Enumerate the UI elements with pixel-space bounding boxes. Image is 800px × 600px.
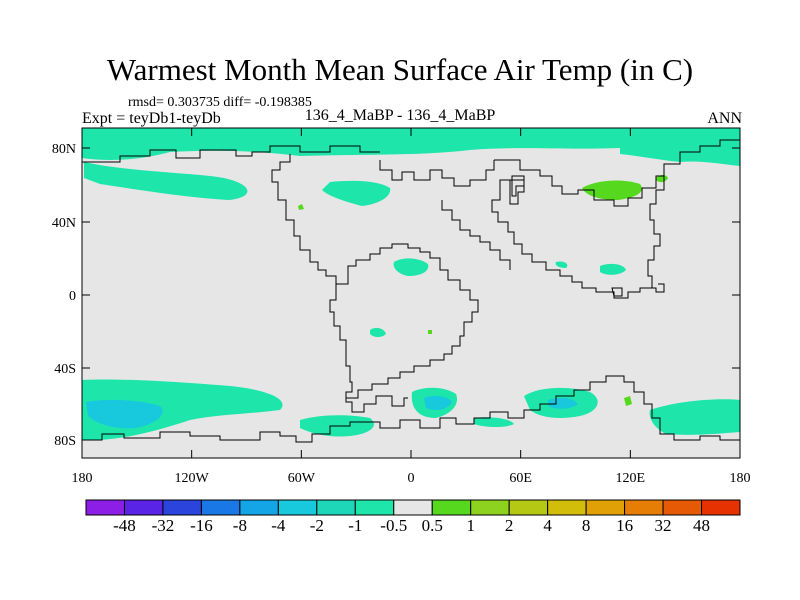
colorbar-label: -2 [310,516,324,535]
colorbar-label: 8 [582,516,591,535]
lat-tick-label: 40N [52,216,76,231]
colorbar-swatch [470,499,510,516]
lon-tick-label: 120E [616,471,646,486]
coast-antarctica [82,375,740,443]
colorbar-swatch [393,499,433,516]
colorbar-swatch [662,499,703,516]
anomaly-green-east [656,175,668,183]
lon-tick-label: 120W [175,471,210,486]
map-tick-labels: 80N 40N 0 40S 80S 180 120W 60W 0 60E 120E 180 [52,142,751,486]
coast-asia-east [647,176,665,288]
colorbar-swatch [431,499,472,516]
colorbar-swatch [585,499,626,516]
lat-tick-label: 80N [52,142,76,157]
colorbar-label: -16 [190,516,213,535]
colorbar-swatch [162,499,202,516]
coast-asia [494,139,740,207]
map-ticks [81,128,741,458]
coast-north-america [271,154,479,399]
colorbar-swatch [354,499,395,516]
colorbar-label: 0.5 [422,516,443,535]
lat-tick-label: 80S [54,434,76,449]
colorbar-label: -1 [348,516,362,535]
colorbar-swatch [508,499,549,516]
coast-mediterranean [511,175,525,197]
coast-south-america [329,284,408,413]
coast-africa-interior [441,200,511,270]
lon-tick-label: 180 [730,471,751,486]
anomaly-patch-siberia [84,162,248,200]
anomaly-green-dot-3 [428,330,432,334]
anomaly-core-southern-w [86,399,163,429]
coastlines [82,139,740,443]
lat-tick-label: 40S [54,362,76,377]
colorbar-swatch [624,499,664,516]
anomaly-core-southern-e [424,395,452,410]
lon-tick-label: 60W [288,471,316,486]
colorbar-swatch [123,499,164,516]
colorbar-label: 2 [505,516,514,535]
colorbar-label: 16 [616,516,633,535]
colorbar-label: -0.5 [380,516,407,535]
anomaly-patch-australia-s [474,417,514,427]
anomaly-patch-arctic [82,128,740,160]
colorbar-label: -32 [152,516,175,535]
anomaly-patch-africa-s [370,327,386,337]
anomaly-green-dot-2 [624,396,632,406]
anomaly-patch-india [555,261,568,268]
season-label: ANN [707,110,742,127]
anomaly-green-siberia [582,180,642,200]
colorbar-label: 48 [693,516,710,535]
colorbar-swatch [547,499,587,516]
plot-title: Warmest Month Mean Surface Air Temp (in … [106,52,694,87]
anomaly-regions-green [298,175,668,406]
anomaly-patch-atlantic-n [322,180,391,206]
stats-label: rmsd= 0.303735 diff= -0.198385 [128,95,312,110]
colorbar-swatch [239,499,279,516]
run-label: 136_4_MaBP - 136_4_MaBP [304,107,496,124]
colorbar-swatch [200,499,241,516]
colorbar-swatch [316,499,356,516]
lon-tick-label: 0 [408,471,415,486]
lat-tick-label: 0 [69,289,76,304]
colorbar: -48 -32 -16 -8 -4 -2 -1 -0.5 0.5 1 2 4 8 16 32 48 [85,499,741,535]
colorbar-swatch [277,499,318,516]
colorbar-label: -48 [113,516,136,535]
anomaly-patch-asia [600,263,626,275]
colorbar-label: 4 [543,516,552,535]
colorbar-label: 32 [655,516,672,535]
lon-tick-label: 60E [509,471,532,486]
colorbar-swatch [85,499,125,516]
colorbar-swatch [701,499,741,516]
coast-europe [379,160,495,187]
anomaly-patch-africa-n [393,258,429,276]
anomaly-green-dot-1 [298,204,304,210]
coast-india-region [491,179,665,299]
coast-pacific-isle [611,287,623,297]
colorbar-label: 1 [466,516,475,535]
anomaly-patch-se-pacific [649,399,740,435]
colorbar-label: -4 [271,516,286,535]
colorbar-label: -8 [233,516,247,535]
lon-tick-label: 180 [72,471,93,486]
experiment-label: Expt = teyDb1-teyDb [82,110,221,127]
coast-arctic-west [82,145,380,163]
